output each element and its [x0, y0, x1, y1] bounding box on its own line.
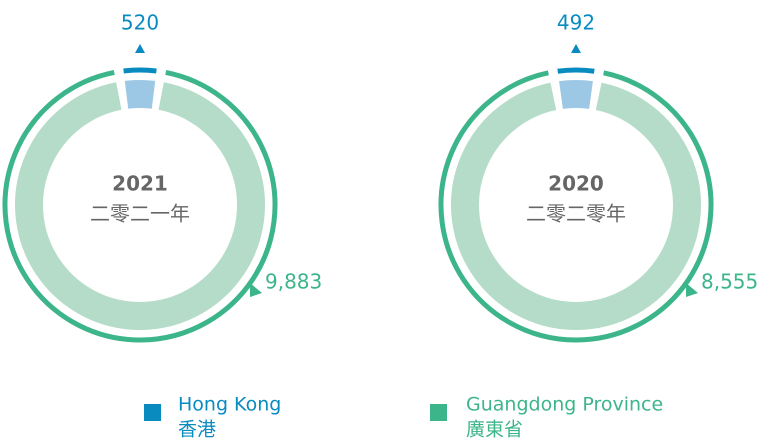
- pointer: [571, 44, 581, 53]
- center-title: 2020: [548, 172, 604, 196]
- segment-outer: [2, 70, 278, 343]
- segment: [559, 80, 593, 109]
- legend-swatch: [430, 404, 447, 421]
- value-label: 8,555: [701, 270, 758, 294]
- legend-label: Guangdong Province: [466, 394, 663, 416]
- pointer: [250, 283, 262, 297]
- value-label: 520: [121, 11, 159, 35]
- value-label: 492: [557, 11, 595, 35]
- legend-swatch: [144, 404, 161, 421]
- legend-label: Hong Kong: [178, 394, 281, 416]
- center-subtitle: 二零二一年: [90, 202, 190, 226]
- segment: [451, 82, 701, 330]
- segment: [15, 82, 265, 330]
- pointer: [686, 283, 698, 297]
- segment-outer: [557, 67, 595, 74]
- segment-outer: [438, 70, 714, 343]
- legend-label-zh: 香港: [178, 419, 216, 441]
- segment-outer: [123, 67, 157, 74]
- center-subtitle: 二零二零年: [526, 202, 626, 226]
- pointer: [135, 44, 145, 53]
- center-title: 2021: [112, 172, 168, 196]
- segment: [124, 80, 156, 109]
- legend-label-zh: 廣東省: [466, 419, 523, 441]
- value-label: 9,883: [265, 270, 322, 294]
